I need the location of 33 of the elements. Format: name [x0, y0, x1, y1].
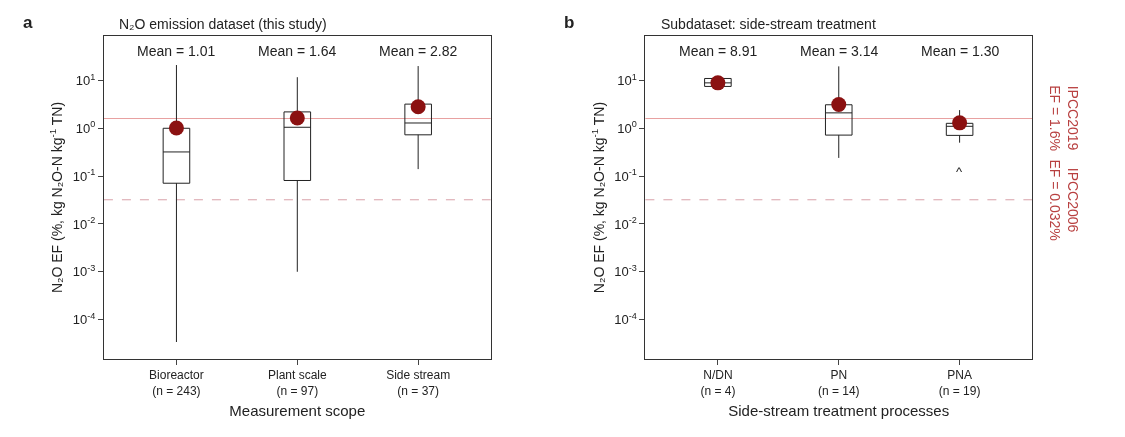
annotation: Mean = 1.30 [921, 43, 1000, 59]
y-tick-label: 10$^{1}$ [75, 71, 96, 88]
ref-line-label: IPCC2019 EF = 1.6% [1046, 85, 1081, 151]
text: a [23, 13, 33, 32]
chart-title: N₂O emission dataset (this study) [119, 16, 327, 32]
annotation: Mean = 2.82 [379, 43, 458, 59]
y-tick-label: 10$^{-2}$ [72, 215, 96, 232]
annotation: Mean = 3.14 [800, 43, 879, 59]
annotation: ^ [956, 164, 963, 179]
x-axis-title: Side-stream treatment processes [728, 402, 950, 419]
x-tick-label: N/DN (n = 4) [700, 368, 736, 398]
y-tick-label: 10$^{-1}$ [72, 167, 96, 184]
y-tick-label: 10$^{1}$ [617, 71, 637, 88]
ref-line-label: IPCC2006 EF = 0.032% [1046, 159, 1082, 241]
y-tick-label: 10$^{-2}$ [614, 215, 637, 232]
x-tick-label: PNA (n = 19) [938, 368, 981, 398]
annotation: Mean = 8.91 [679, 43, 758, 59]
y-tick-label: 10$^{0}$ [617, 119, 637, 136]
annotation: Mean = 1.64 [258, 43, 337, 59]
text: b [564, 13, 575, 32]
x-tick-label: Plant scale (n = 97) [267, 368, 327, 398]
x-axis-title: Measurement scope [229, 402, 366, 419]
x-tick-label: Bioreactor (n = 243) [149, 368, 204, 398]
x-tick-label: PN (n = 14) [817, 368, 860, 398]
y-tick-label: 10$^{-1}$ [614, 167, 637, 184]
annotation: Mean = 1.01 [137, 43, 216, 59]
y-tick-label: 10$^{0}$ [75, 119, 96, 136]
x-tick-label: Side stream (n = 37) [386, 368, 451, 398]
y-tick-label: 10$^{-3}$ [72, 262, 96, 280]
y-tick-label: 10$^{-3}$ [614, 262, 637, 280]
chart-title: Subdataset: side-stream treatment [661, 16, 876, 32]
y-tick-label: 10$^{-4}$ [72, 310, 96, 328]
y-tick-label: 10$^{-4}$ [614, 310, 637, 328]
